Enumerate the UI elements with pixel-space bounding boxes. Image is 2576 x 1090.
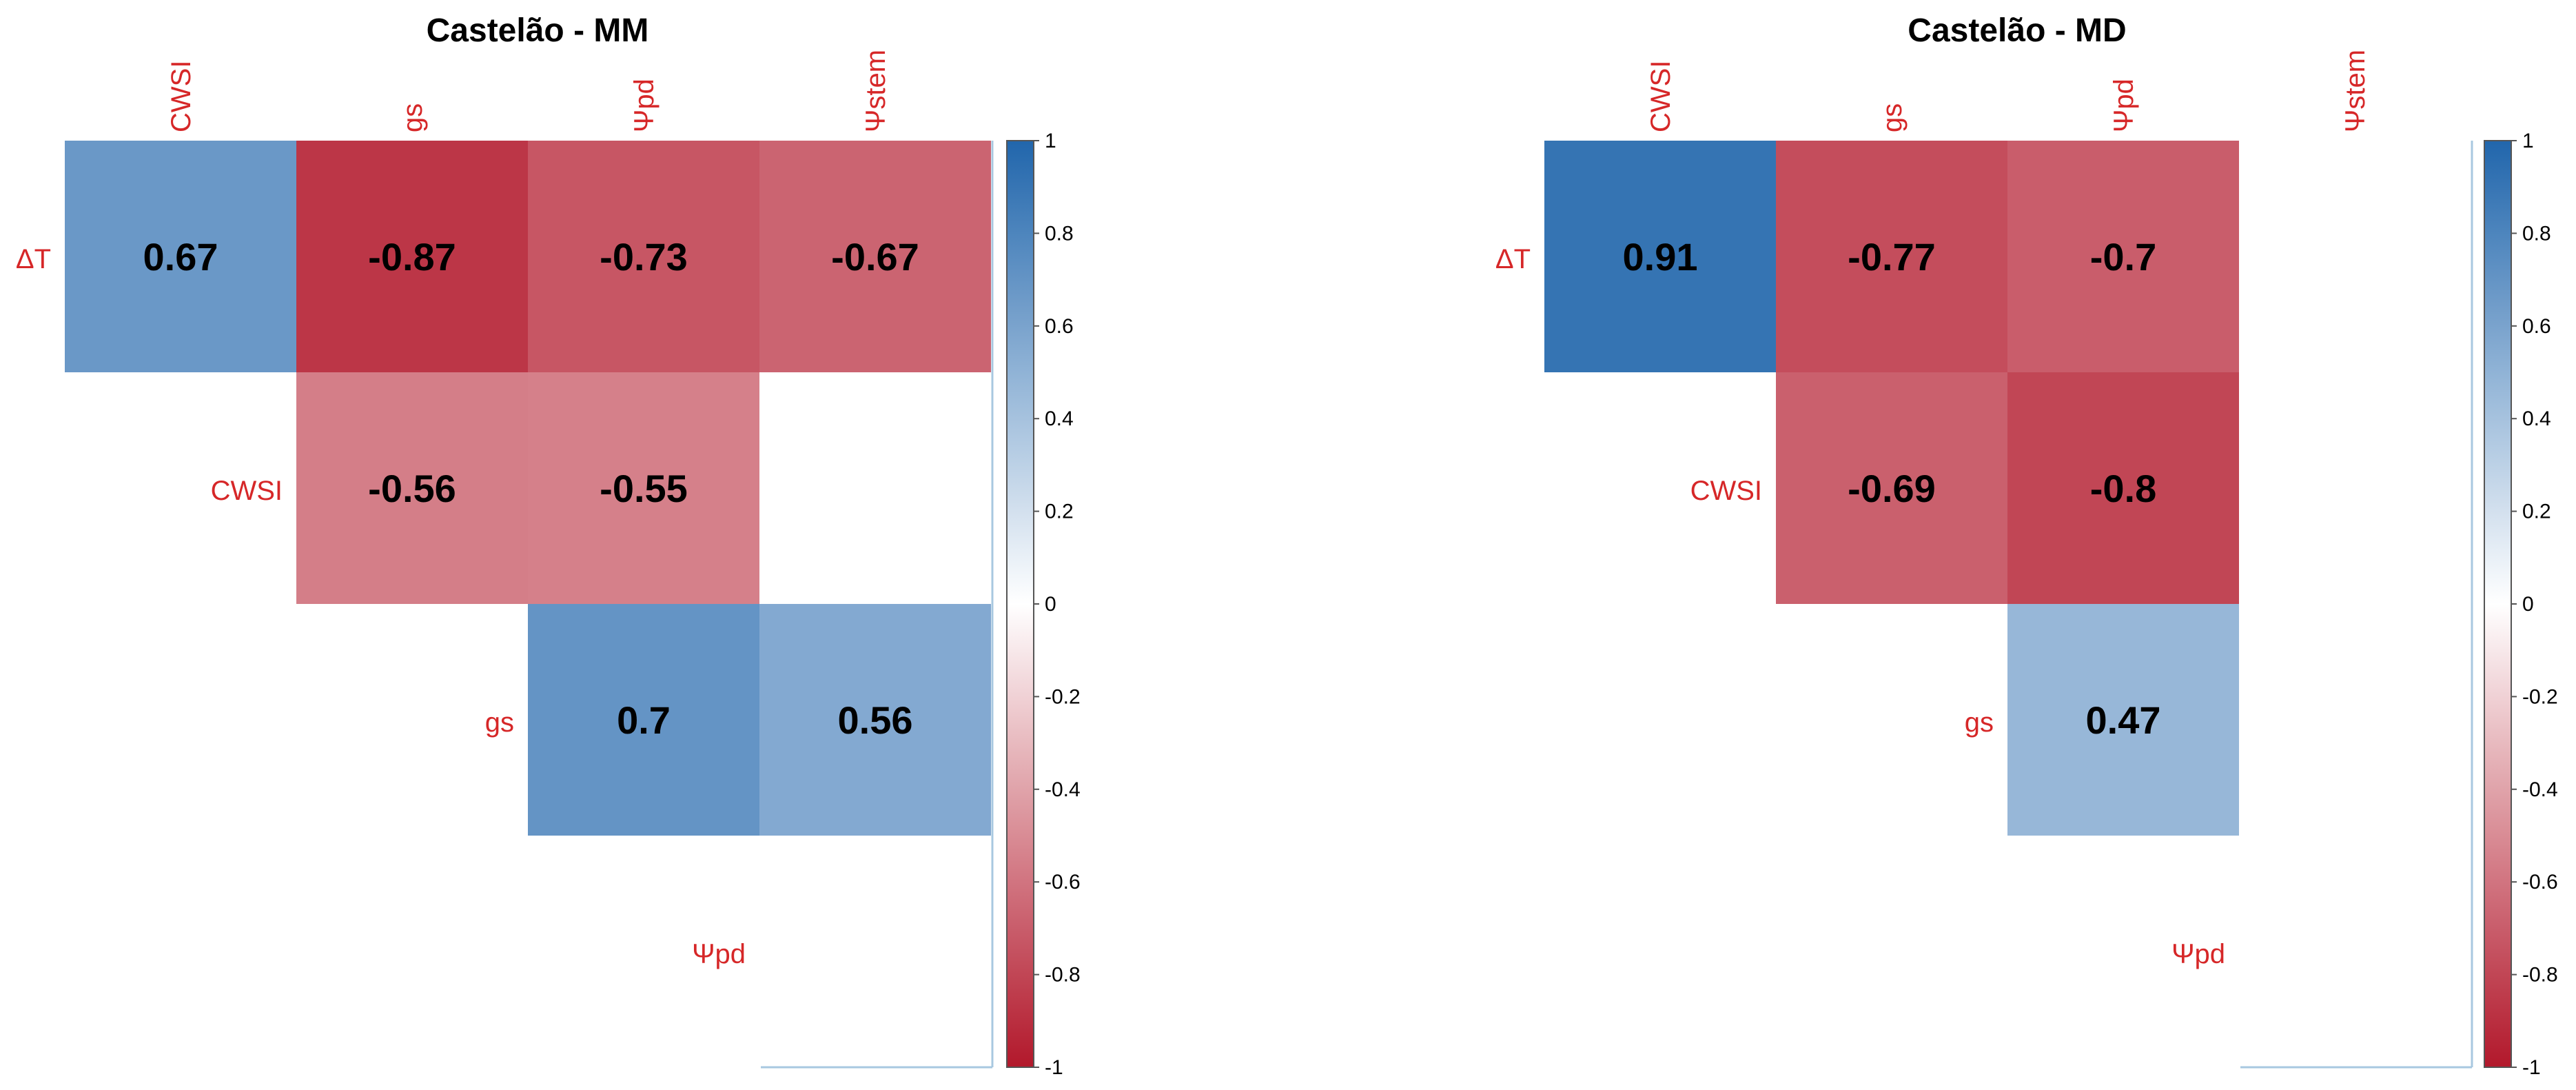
colorbar-tick-label: -0.8 xyxy=(2522,964,2558,987)
column-label-psi-stem: Ψstem xyxy=(861,50,891,132)
heatmap-cell xyxy=(759,141,991,372)
heatmap-cell xyxy=(2007,372,2239,604)
colorbar-tick-label: 0.4 xyxy=(1045,407,1074,430)
heatmap-cell xyxy=(1776,372,2007,604)
heatmap-cell xyxy=(1544,141,1776,372)
colorbar-tick-label: -0.8 xyxy=(1045,964,1081,987)
cell-value-label: 0.67 xyxy=(143,235,218,279)
heatmap-cell xyxy=(528,604,759,836)
cell-value-label: -0.55 xyxy=(600,467,688,510)
heatmap-cell xyxy=(2007,604,2239,836)
row-label-gs: gs xyxy=(1965,707,1994,738)
cell-value-label: -0.77 xyxy=(1848,235,1936,279)
panel-castelao-md: Castelão - MD CWSI gs Ψpd Ψstem ΔT CWSI … xyxy=(1495,12,2558,1079)
cell-value-label: -0.7 xyxy=(2090,235,2157,279)
colorbar-tick-label: -1 xyxy=(1045,1056,1063,1079)
colorbar-tick-label: -0.4 xyxy=(1045,778,1081,801)
row-label-cwsi: CWSI xyxy=(211,476,283,506)
colorbar-tick-label: 1 xyxy=(1045,130,1056,152)
row-label-delta-t: ΔT xyxy=(16,244,51,274)
heatmap-cells: 0.67 -0.87 -0.73 -0.67 -0.56 -0.55 0.7 0.56 xyxy=(65,141,991,836)
chart-title: Castelão - MM xyxy=(427,12,649,49)
cell-value-label: -0.8 xyxy=(2090,467,2157,510)
colorbar-gradient xyxy=(1006,140,1034,1068)
colorbar-tick-label: -0.4 xyxy=(2522,778,2558,801)
row-label-psi-pd: Ψpd xyxy=(692,939,746,969)
colorbar-tick-label: -1 xyxy=(2522,1056,2541,1079)
colorbar-ticks: 1 0.8 0.6 0.4 0.2 0 -0.2 -0.4 -0.6 -0.8 -1 xyxy=(1034,130,1081,1079)
colorbar-tick-label: 1 xyxy=(2522,130,2534,152)
row-label-cwsi: CWSI xyxy=(1690,476,1762,506)
colorbar-tick-label: -0.2 xyxy=(2522,685,2558,708)
heatmap-cell xyxy=(1776,141,2007,372)
chart-title: Castelão - MD xyxy=(1908,12,2126,49)
colorbar-tick-label: 0.2 xyxy=(1045,501,1074,523)
cell-value-label: -0.67 xyxy=(831,235,919,279)
colorbar-tick-label: -0.6 xyxy=(1045,871,1081,894)
cell-value-label: 0.47 xyxy=(2086,698,2161,742)
colorbar-gradient xyxy=(2484,140,2512,1068)
column-label-psi-pd: Ψpd xyxy=(629,79,660,132)
row-label-delta-t: ΔT xyxy=(1495,244,1531,274)
heatmap-cell xyxy=(528,372,759,604)
colorbar: 1 0.8 0.6 0.4 0.2 0 -0.2 -0.4 -0.6 -0.8 -1 xyxy=(1006,130,1081,1079)
colorbar-tick-label: 0 xyxy=(1045,593,1056,616)
heatmap-cells: 0.91 -0.77 -0.7 -0.69 -0.8 0.47 xyxy=(1544,141,2239,836)
colorbar-tick-label: -0.6 xyxy=(2522,871,2558,894)
cell-value-label: -0.56 xyxy=(368,467,456,510)
colorbar-tick-label: 0.6 xyxy=(1045,315,1074,338)
colorbar-tick-label: 0.2 xyxy=(2522,501,2551,523)
colorbar-tick-label: 0.4 xyxy=(2522,407,2551,430)
row-label-gs: gs xyxy=(485,707,514,738)
heatmap-cell xyxy=(296,372,528,604)
column-label-gs: gs xyxy=(1877,103,1908,132)
row-label-psi-pd: Ψpd xyxy=(2171,939,2225,969)
cell-value-label: 0.91 xyxy=(1623,235,1698,279)
colorbar-tick-label: 0.8 xyxy=(1045,222,1074,245)
cell-value-label: -0.87 xyxy=(368,235,456,279)
colorbar: 1 0.8 0.6 0.4 0.2 0 -0.2 -0.4 -0.6 -0.8 -1 xyxy=(2484,130,2558,1079)
heatmap-cell xyxy=(2007,141,2239,372)
column-label-cwsi: CWSI xyxy=(1646,61,1676,132)
cell-value-label: -0.69 xyxy=(1848,467,1936,510)
cell-value-label: 0.7 xyxy=(617,698,671,742)
colorbar-tick-label: -0.2 xyxy=(1045,685,1081,708)
colorbar-tick-label: 0.8 xyxy=(2522,222,2551,245)
heatmap-cell xyxy=(65,141,296,372)
heatmap-cell xyxy=(759,604,991,836)
cell-value-label: -0.73 xyxy=(600,235,688,279)
colorbar-tick-label: 0 xyxy=(2522,593,2534,616)
heatmap-cell xyxy=(528,141,759,372)
column-label-cwsi: CWSI xyxy=(166,61,196,132)
colorbar-ticks: 1 0.8 0.6 0.4 0.2 0 -0.2 -0.4 -0.6 -0.8 -1 xyxy=(2511,130,2558,1079)
colorbar-tick-label: 0.6 xyxy=(2522,315,2551,338)
column-label-gs: gs xyxy=(398,103,428,132)
cell-value-label: 0.56 xyxy=(838,698,913,742)
heatmap-cell xyxy=(296,141,528,372)
column-label-psi-stem: Ψstem xyxy=(2340,50,2371,132)
panel-castelao-mm: Castelão - MM CWSI gs Ψpd Ψstem ΔT CWSI … xyxy=(16,12,1081,1079)
column-label-psi-pd: Ψpd xyxy=(2109,79,2139,132)
